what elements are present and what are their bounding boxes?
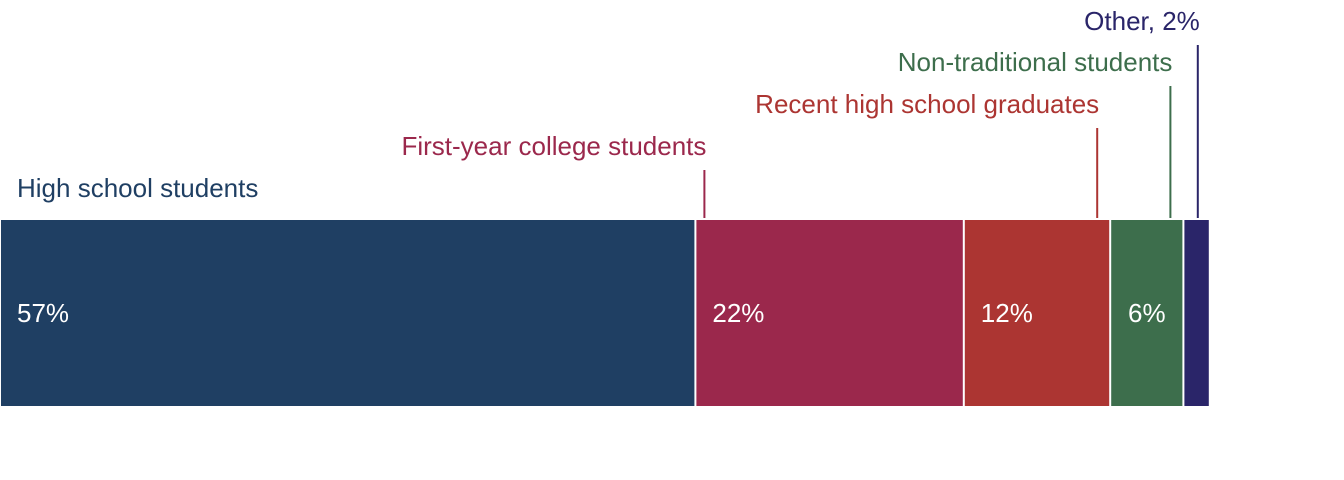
bar-segments (1, 220, 1209, 406)
category-labels: High school students First-year college s… (17, 6, 1200, 203)
bar-segment-recent-high-school-graduates (964, 220, 1110, 406)
value-label-high-school-students: 57% (17, 298, 69, 328)
category-label-non-traditional-students: Non-traditional students (898, 47, 1173, 77)
value-label-first-year-college-students: 22% (712, 298, 764, 328)
leader-lines (703, 45, 1199, 218)
bar-segment-high-school-students (1, 220, 695, 406)
bar-segment-other (1184, 220, 1209, 406)
category-label-recent-high-school-graduates: Recent high school graduates (755, 89, 1099, 119)
bar-segment-non-traditional-students (1111, 220, 1183, 406)
category-label-first-year-college-students: First-year college students (401, 131, 706, 161)
category-label-high-school-students: High school students (17, 173, 258, 203)
value-label-non-traditional-students: 6% (1128, 298, 1166, 328)
category-label-other: Other, 2% (1084, 6, 1200, 36)
bar-segment-first-year-college-students (696, 220, 963, 406)
value-labels: 57% 22% 12% 6% (17, 298, 1166, 328)
value-label-recent-high-school-graduates: 12% (981, 298, 1033, 328)
